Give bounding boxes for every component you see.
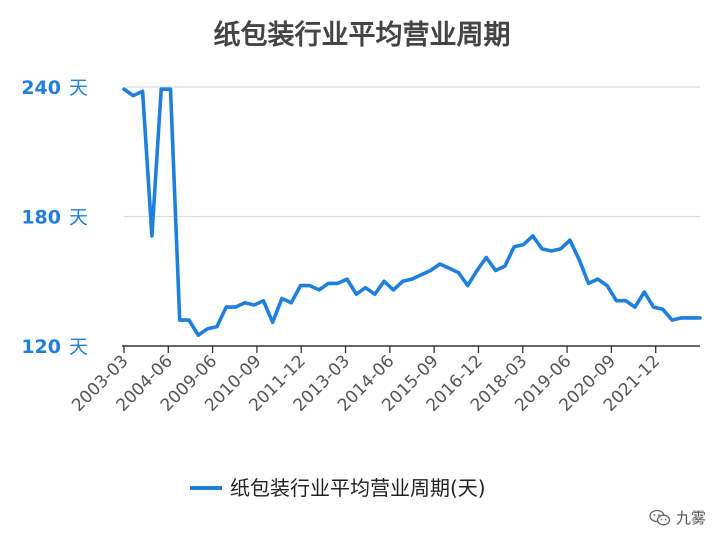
y-tick-label: 120 天: [21, 336, 88, 358]
y-axis: 120 天 180 天 240 天: [21, 77, 88, 358]
chart-title: 纸包装行业平均营业周期: [214, 19, 511, 51]
series-line: [122, 87, 702, 338]
y-tick-label: 180 天: [21, 207, 88, 229]
watermark-text: 九雾: [675, 509, 706, 527]
y-tick-label: 240 天: [21, 77, 88, 99]
wechat-icon: [649, 509, 671, 525]
gridlines: [124, 86, 700, 218]
watermark: 九雾: [649, 507, 706, 528]
x-axis: 2003-032004-062009-062010-092011-122013-…: [68, 345, 700, 416]
legend-label: 纸包装行业平均营业周期(天): [230, 476, 486, 500]
legend[interactable]: 纸包装行业平均营业周期(天): [190, 476, 486, 500]
plot-area: [122, 87, 702, 338]
